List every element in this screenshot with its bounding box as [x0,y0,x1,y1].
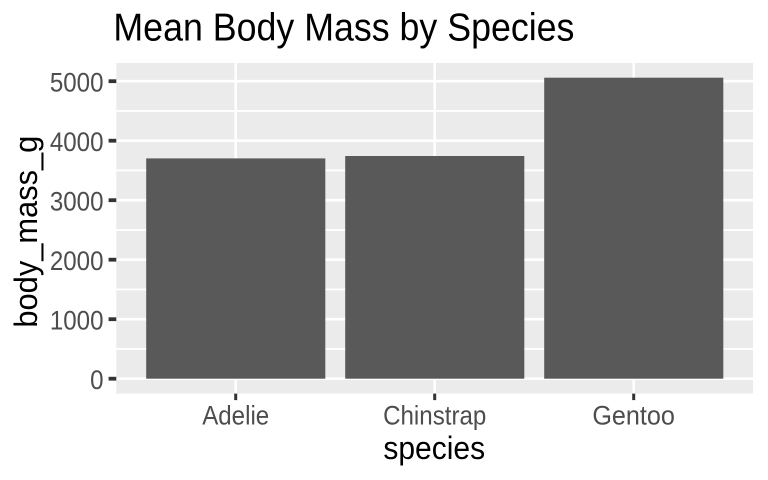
svg-text:body_mass_g: body_mass_g [8,136,44,328]
svg-text:Adelie: Adelie [202,401,269,430]
svg-text:Chinstrap: Chinstrap [383,401,486,430]
svg-text:5000: 5000 [50,68,104,97]
svg-text:0: 0 [90,366,103,395]
svg-text:3000: 3000 [50,187,104,216]
svg-text:1000: 1000 [50,306,104,335]
svg-text:Gentoo: Gentoo [592,402,675,431]
svg-text:Mean Body Mass by Species: Mean Body Mass by Species [113,5,574,49]
svg-text:2000: 2000 [50,247,104,276]
svg-text:species: species [383,430,485,466]
svg-text:4000: 4000 [50,128,104,157]
